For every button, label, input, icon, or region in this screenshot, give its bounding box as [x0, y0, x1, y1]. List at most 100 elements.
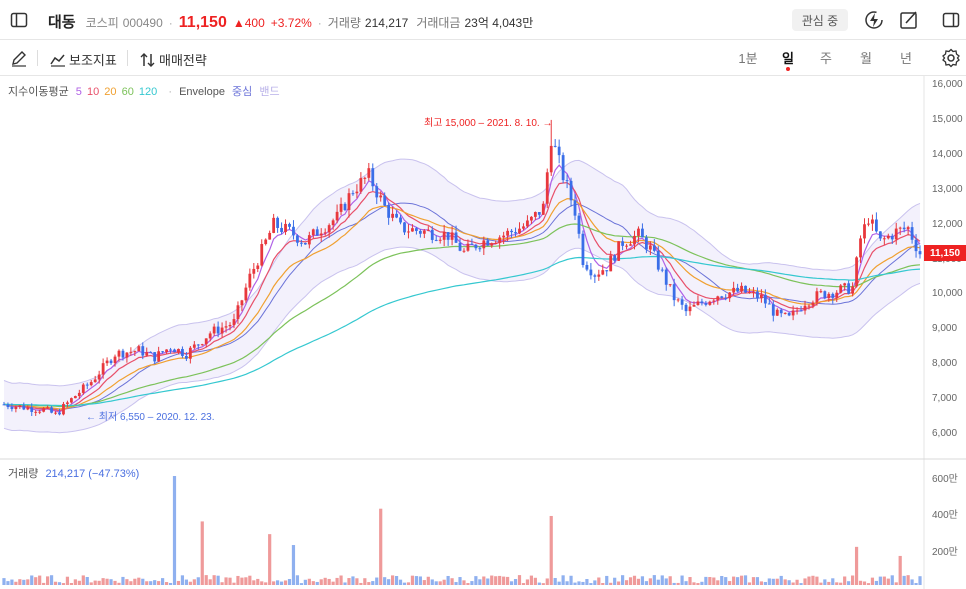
legend-ma-60: 60	[121, 86, 134, 98]
candle-body	[220, 327, 224, 334]
volume-bar	[161, 578, 165, 585]
candle-body	[533, 212, 537, 217]
volume-bar	[569, 575, 573, 585]
candle-body	[617, 241, 621, 261]
candle-body	[752, 291, 755, 293]
volume-bar	[525, 579, 530, 585]
volume-bar	[89, 582, 93, 585]
volume-bar	[287, 578, 292, 585]
volume-bar	[854, 546, 859, 585]
volume-bar	[426, 576, 430, 585]
volume-bar	[771, 578, 775, 585]
volume-bar	[434, 581, 438, 585]
volume-bar	[458, 577, 462, 585]
watch-button[interactable]: 관심 중	[792, 9, 848, 31]
active-period-dot	[786, 67, 790, 71]
volume-bar	[438, 581, 442, 585]
volume-bar	[823, 579, 827, 585]
candle-body	[54, 412, 57, 414]
volume-bar	[311, 581, 315, 585]
candle-body	[894, 228, 898, 240]
sidebar-toggle-icon[interactable]	[8, 9, 30, 31]
candle-body	[379, 195, 383, 198]
volume-bar	[184, 579, 188, 585]
lightning-icon[interactable]	[863, 9, 885, 31]
candle-body	[26, 407, 30, 410]
ma-legend[interactable]: 지수이동평균 5 10 20 60 120 · Envelope 중심 밴드	[8, 83, 284, 99]
panel-icon[interactable]	[940, 9, 962, 31]
candle-body	[327, 225, 331, 233]
volume-bar	[125, 579, 129, 585]
volume-bar	[172, 476, 177, 585]
volume-bar	[482, 576, 486, 585]
candle-body	[430, 229, 434, 240]
candle-body	[303, 242, 307, 245]
candle-body	[787, 312, 791, 316]
candle-body	[522, 226, 525, 229]
volume-bar	[549, 515, 553, 585]
amount-label: 거래대금	[416, 16, 461, 30]
period-month[interactable]: 월	[860, 51, 872, 66]
toolbar-divider	[127, 50, 128, 66]
candle-body	[299, 242, 303, 244]
volume-bar	[323, 577, 327, 585]
candle-body	[367, 168, 371, 178]
volume-bar	[260, 581, 264, 585]
volume-bar	[240, 577, 244, 585]
legend-dot: ·	[168, 86, 173, 98]
period-day[interactable]: 일	[782, 51, 794, 66]
candle-body	[851, 286, 855, 294]
volume-bar	[450, 578, 454, 585]
period-year[interactable]: 년	[900, 51, 912, 66]
candle-body	[906, 227, 910, 230]
volume-bar	[371, 581, 375, 585]
volume-bar	[513, 579, 518, 585]
volume-bar	[624, 580, 629, 585]
ma-line-60	[3, 223, 921, 408]
indicator-button[interactable]: 보조지표	[50, 50, 117, 69]
envelope-band-fill	[4, 159, 920, 433]
volume-bar	[601, 583, 605, 585]
volume-bar	[454, 582, 458, 585]
strategy-icon	[140, 52, 155, 67]
volume-bar	[843, 576, 847, 585]
stock-name: 대동	[48, 14, 76, 31]
candle-body	[498, 237, 502, 243]
candle-body	[581, 233, 585, 265]
volume-bar	[149, 581, 153, 585]
pencil-icon[interactable]	[8, 47, 30, 69]
candle-body	[196, 344, 200, 346]
gear-icon[interactable]	[940, 47, 962, 69]
candle-body	[803, 305, 807, 311]
volume-bar	[363, 578, 367, 585]
volume-bar	[359, 582, 363, 585]
period-1min[interactable]: 1분	[738, 51, 758, 66]
candle-body	[97, 374, 101, 380]
volume-bar	[57, 582, 62, 585]
candle-body	[569, 180, 573, 201]
candle-body	[422, 230, 426, 234]
period-week[interactable]: 주	[820, 51, 832, 66]
volume-legend-label: 거래량	[8, 468, 39, 480]
volume-bar	[585, 579, 589, 585]
candle-body	[878, 231, 882, 239]
candle-body	[795, 310, 799, 312]
volume-bar	[256, 578, 260, 585]
envelope-band	[3, 158, 921, 434]
price-change: ▲400	[232, 16, 265, 30]
candle-body	[93, 379, 97, 383]
candle-body	[914, 239, 918, 252]
volume-bar	[478, 579, 482, 585]
volume-bar	[343, 582, 347, 585]
candle-body	[783, 312, 787, 314]
strategy-button[interactable]: 매매전략	[140, 50, 207, 69]
volume-bar	[787, 580, 791, 585]
candle-body	[276, 217, 280, 228]
volume-bar	[490, 575, 494, 585]
edit-note-icon[interactable]	[898, 9, 920, 31]
candle-body	[113, 356, 117, 364]
candle-body	[518, 228, 521, 234]
candle-body	[708, 301, 712, 305]
price-chart[interactable]	[0, 76, 966, 589]
envelope-lower-line	[3, 246, 921, 434]
